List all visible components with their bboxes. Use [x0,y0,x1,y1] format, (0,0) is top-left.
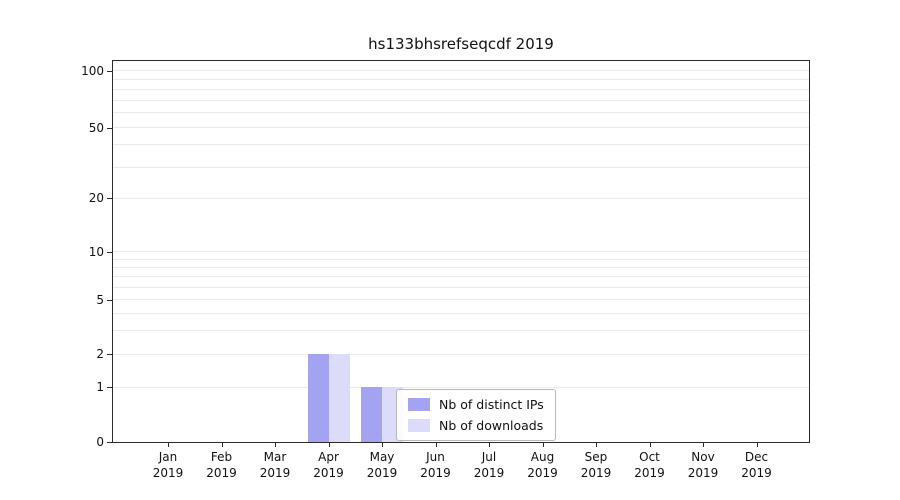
x-tick-mark [221,443,223,447]
x-tick-label: Aug 2019 [527,450,558,481]
legend-item-distinct-ips: Nb of distinct IPs [408,397,544,412]
y-tick-label: 100 [81,63,104,78]
gridline [113,144,809,146]
x-tick-label: Jan 2019 [152,450,184,481]
gridline [113,286,809,288]
y-tick-mark [107,251,112,253]
y-tick-label: 2 [96,347,104,362]
gridline [113,112,809,114]
x-tick-label: Oct 2019 [634,450,665,481]
gridline [113,127,809,129]
x-tick-mark [542,443,544,447]
x-tick-label: May 2019 [366,450,398,481]
gridline [113,266,809,268]
bar-distinct-ips-may [361,387,382,442]
gridline [113,197,809,199]
x-tick-mark [489,443,490,447]
x-tick-label: Nov 2019 [687,450,719,481]
bar-distinct-ips-apr [307,354,329,442]
gridline [113,166,809,168]
y-tick-label: 50 [88,120,104,135]
gridline [113,312,809,314]
gridline [113,251,809,253]
x-tick-mark [649,443,651,447]
gridline [113,258,809,260]
legend-swatch-distinct-ips [408,398,430,411]
x-tick-mark [756,443,758,447]
y-tick-mark [107,354,112,356]
y-tick-mark [107,442,112,443]
legend-item-downloads: Nb of downloads [408,418,544,433]
x-tick-label: Jul 2019 [473,450,505,481]
x-tick-mark [596,443,597,447]
legend-swatch-downloads [408,419,430,432]
plot-area [112,60,810,443]
gridline [113,276,809,278]
y-tick-label: 0 [96,435,104,449]
x-tick-mark [703,443,704,447]
legend-label-downloads: Nb of downloads [439,418,544,433]
bar-downloads-apr [328,354,350,442]
y-tick-label: 20 [88,191,104,206]
gridline [113,88,809,90]
y-tick-mark [107,387,112,389]
x-tick-mark [168,443,169,447]
x-tick-label: Dec 2019 [741,450,772,481]
legend-label-distinct-ips: Nb of distinct IPs [439,397,544,412]
y-tick-mark [107,198,112,200]
y-tick-mark [107,299,112,301]
x-tick-mark [382,443,383,447]
y-tick-mark [107,127,112,129]
gridline [113,99,809,101]
gridline [113,79,809,81]
y-tick-label: 10 [88,244,104,259]
y-tick-label: 5 [96,292,104,307]
legend: Nb of distinct IPs Nb of downloads [396,389,556,441]
gridline [113,329,809,331]
x-tick-mark [328,443,330,447]
x-tick-label: Mar 2019 [259,450,291,481]
gridline [113,299,809,301]
x-tick-label: Jun 2019 [420,450,451,481]
chart-title: hs133bhsrefseqcdf 2019 [368,35,554,53]
x-tick-label: Apr 2019 [313,450,344,481]
x-tick-mark [435,443,437,447]
gridline [113,386,809,388]
x-tick-label: Feb 2019 [206,450,237,481]
gridline [113,353,809,355]
x-tick-label: Sep 2019 [580,450,612,481]
y-tick-mark [107,70,112,72]
gridline [113,70,809,72]
y-tick-label: 1 [96,380,104,395]
x-tick-mark [275,443,276,447]
